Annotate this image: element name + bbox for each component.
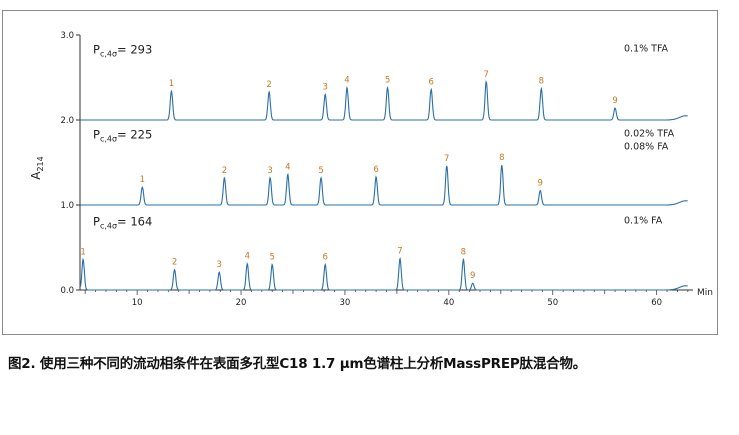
peak-capacity-label: Pc,4σ= 164 — [93, 214, 152, 230]
peak-label: 2 — [172, 258, 177, 268]
peak-label: 1 — [169, 79, 174, 89]
peak-label: 4 — [245, 252, 250, 262]
peak-label: 9 — [612, 96, 617, 106]
x-tick-label: 20 — [236, 298, 247, 308]
mobile-phase-label: 0.1% FA — [624, 215, 663, 226]
peak-label: 5 — [318, 166, 323, 176]
peak-label: 1 — [80, 247, 85, 257]
trace-line — [80, 165, 688, 206]
peak-label: 4 — [285, 162, 290, 172]
peak-label: 8 — [499, 153, 504, 163]
peak-label: 5 — [270, 253, 275, 263]
x-axis-label: Min — [697, 288, 713, 298]
peak-label: 6 — [322, 253, 327, 263]
peak-label: 3 — [217, 260, 222, 270]
x-tick-label: 50 — [547, 298, 558, 308]
y-tick-label: 3.0 — [60, 31, 74, 41]
mobile-phase-label: 0.02% TFA — [624, 129, 675, 140]
peak-label: 9 — [470, 271, 475, 281]
x-tick-label: 10 — [132, 298, 143, 308]
peak-label: 9 — [538, 179, 543, 189]
peak-label: 7 — [397, 247, 402, 257]
figure-caption: 图2. 使用三种不同的流动相条件在表面多孔型C18 1.7 μm色谱柱上分析Ma… — [8, 356, 587, 372]
y-axis-label: A214 — [29, 156, 45, 180]
peak-label: 4 — [344, 76, 349, 86]
peak-label: 1 — [140, 175, 145, 185]
peak-label: 5 — [385, 76, 390, 86]
x-tick-label: 30 — [340, 298, 351, 308]
peak-label: 3 — [267, 166, 272, 176]
x-tick-label: 40 — [443, 298, 454, 308]
peak-label: 8 — [461, 247, 466, 257]
x-tick-label: 60 — [651, 298, 662, 308]
peak-capacity-label: Pc,4σ= 225 — [93, 128, 152, 144]
mobile-phase-label: 0.1% TFA — [624, 44, 669, 55]
mobile-phase-label: 0.08% FA — [624, 142, 669, 153]
peak-label: 8 — [539, 77, 544, 87]
peak-label: 6 — [373, 165, 378, 175]
chromatogram-chart: 0.0 1.0 2.0 3.0 10 20 30 40 50 60 Min A214 1 2 3 4 5 6 7 8 9… — [29, 31, 713, 308]
peak-label: 3 — [322, 83, 327, 93]
peak-capacity-label: Pc,4σ= 293 — [93, 43, 152, 59]
peak-label: 2 — [222, 166, 227, 176]
trace-line — [80, 80, 688, 121]
peak-label: 2 — [266, 80, 271, 90]
peak-label: 6 — [428, 77, 433, 87]
y-tick-label: 0.0 — [60, 286, 74, 296]
y-tick-label: 1.0 — [60, 201, 74, 211]
trace-line — [79, 256, 688, 291]
peak-label: 7 — [484, 70, 489, 80]
peak-label: 7 — [444, 154, 449, 164]
y-tick-label: 2.0 — [60, 116, 74, 126]
figure-frame — [2, 10, 718, 335]
